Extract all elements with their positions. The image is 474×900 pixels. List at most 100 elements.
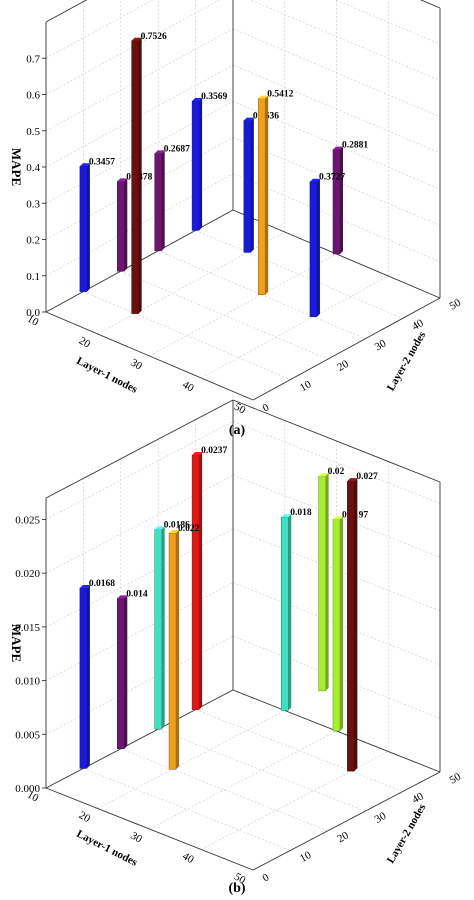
bar-side [316, 178, 320, 317]
bar-front [131, 40, 139, 314]
bar-value-label: 0.5412 [267, 90, 293, 100]
gridline [45, 64, 234, 168]
gridline [45, 0, 220, 95]
bar-side [340, 516, 343, 731]
bar-side [161, 150, 165, 251]
bar-front [191, 100, 200, 231]
x-axis-line [45, 311, 254, 401]
x-axis-title: Layer-1 nodes [75, 355, 140, 396]
z-axis-title: Layer-2 nodes [385, 329, 429, 393]
bar-front [332, 149, 341, 255]
gridline [97, 710, 285, 809]
bar-top [347, 478, 358, 482]
frame-edge [232, 399, 441, 483]
gridline [45, 474, 234, 574]
bar-top [131, 37, 142, 41]
floor-edge [45, 689, 234, 789]
gridline [232, 582, 441, 665]
z-tick-label: 30 [373, 810, 389, 826]
bar-top [192, 98, 203, 102]
bar-front [347, 480, 355, 772]
bar-side [161, 526, 165, 730]
y-tick-label: 0.025 [15, 514, 40, 526]
y-tick-label: 0.1 [26, 271, 40, 283]
bar-top [117, 178, 128, 182]
panel-label: (a) [229, 423, 246, 438]
y-tick-label: 0.4 [26, 162, 40, 174]
gridline [45, 636, 234, 735]
bar-front [318, 475, 326, 692]
bar-side [86, 584, 90, 769]
bar-top [258, 95, 269, 99]
bar-value-label: 0.02 [328, 467, 345, 477]
y-tick-label: 0.2 [26, 235, 40, 247]
y-tick-label: 0.000 [15, 783, 40, 795]
x-tick-label: 30 [128, 357, 144, 373]
bar-value-label: 0.027 [356, 472, 378, 482]
bar-value-label: 0.0186 [164, 520, 190, 530]
bar-top [79, 584, 90, 588]
bar-value-label: 0.0237 [201, 446, 227, 456]
y-tick-label: 0.3 [26, 198, 40, 210]
gridline [201, 275, 389, 379]
z-tick-label: 50 [448, 770, 464, 786]
x-tick-label: 40 [180, 379, 196, 395]
bar-top [281, 514, 292, 518]
bar-top [79, 163, 90, 167]
bar-value-label: 0.2687 [164, 144, 190, 154]
z-tick-label: 0 [261, 871, 272, 884]
x-tick-label: 20 [77, 335, 93, 351]
gridline [45, 421, 234, 520]
bar-front [332, 519, 341, 732]
y-tick-label: 0.5 [26, 126, 40, 138]
bar-front [168, 532, 177, 770]
bar-front [257, 98, 266, 296]
z-tick-label: 30 [373, 337, 389, 353]
bar-side [138, 37, 142, 314]
gridline [83, 768, 291, 851]
z-tick-label: 50 [448, 296, 464, 312]
bar-value-label: 0.3457 [89, 157, 115, 167]
bar-value-label: 0.0168 [89, 579, 115, 589]
z-tick-label: 20 [335, 829, 351, 845]
gridline [45, 28, 234, 132]
x-tick-label: 20 [77, 809, 93, 825]
bar-top [192, 452, 203, 456]
panel-label: (b) [228, 881, 245, 896]
y-tick-label: 0.0 [26, 307, 40, 319]
bar-top [333, 516, 343, 520]
gridline [149, 730, 337, 830]
z-axis-line [252, 771, 441, 871]
gridline [232, 421, 441, 504]
bar-value-label: 0.014 [126, 589, 148, 599]
bar-top [154, 150, 165, 154]
gridline [120, 270, 328, 360]
bar-side [86, 163, 90, 292]
z-tick-label: 0 [261, 401, 272, 414]
frame-edge [45, 0, 88, 23]
bar-front [281, 516, 289, 711]
gridline [232, 474, 441, 558]
gridline [232, 528, 441, 612]
bar-side [325, 473, 329, 691]
gridline [83, 291, 291, 380]
gridline [45, 582, 234, 681]
bar-front [117, 181, 125, 272]
bar-front [79, 166, 88, 292]
bar-side [199, 98, 203, 231]
bar-side [199, 452, 203, 710]
bar-value-label: 0.7526 [141, 32, 167, 42]
bar-value-label: 0.018 [290, 508, 312, 518]
bar-side [124, 595, 128, 749]
bar-front [191, 454, 200, 710]
bar-top [154, 526, 165, 530]
y-axis-title: MAPE [9, 148, 24, 186]
gridline [158, 728, 366, 812]
bar-front [309, 181, 318, 318]
y-tick-label: 0.015 [15, 622, 40, 634]
x-axis-line [45, 787, 254, 871]
y-tick-label: 0.010 [15, 676, 40, 688]
bar-value-label: 0.3727 [319, 173, 345, 183]
gridline [232, 636, 441, 719]
